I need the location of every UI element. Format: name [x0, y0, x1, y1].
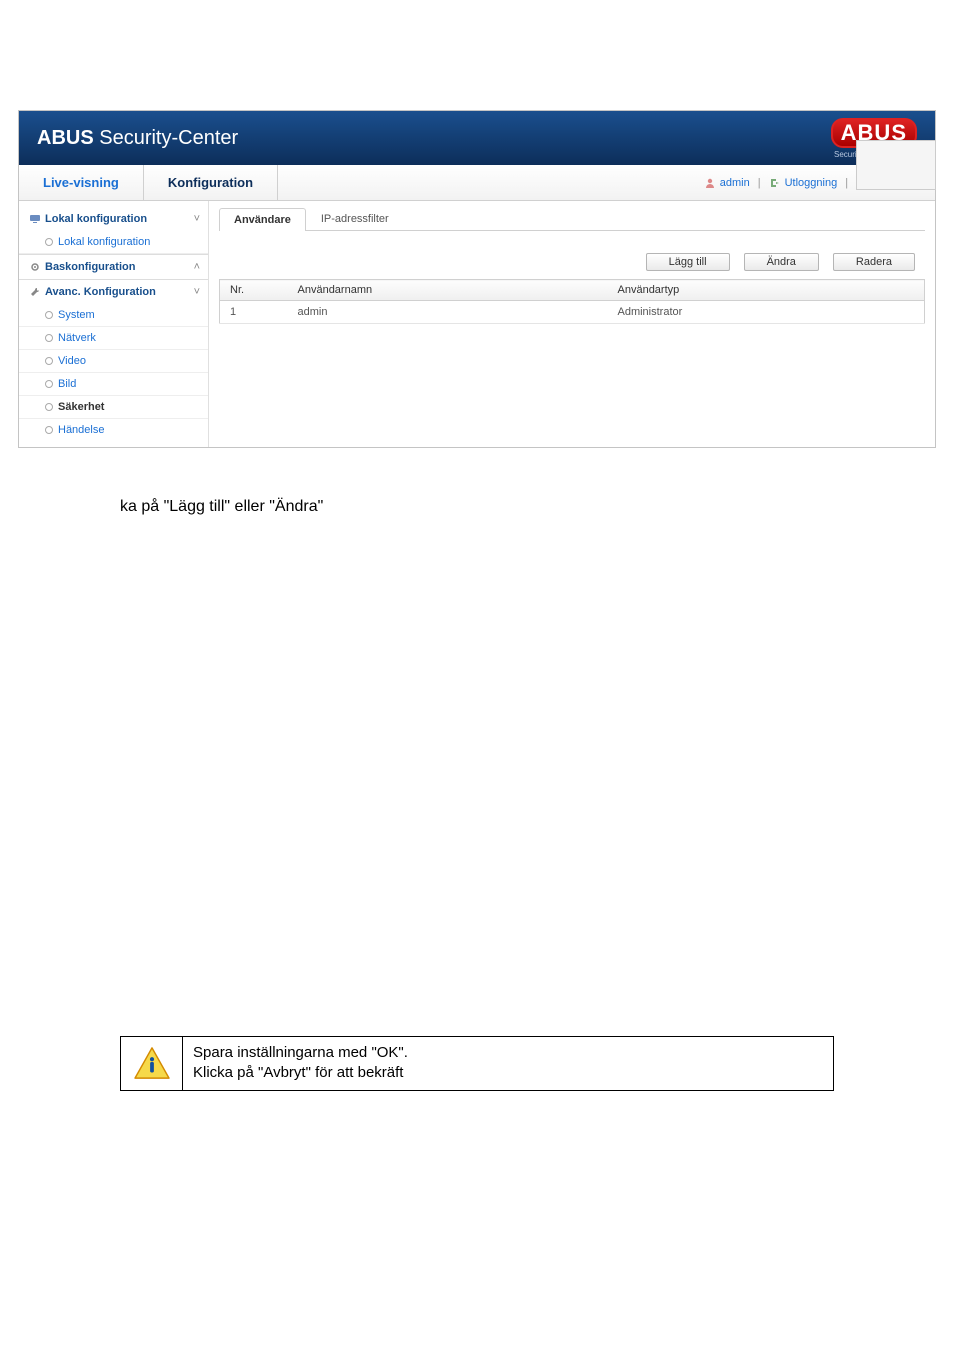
radio-icon	[45, 403, 53, 411]
sidebar-item-label: Bild	[58, 378, 76, 390]
radio-icon	[45, 426, 53, 434]
sidebar-item-label: Säkerhet	[58, 401, 104, 413]
col-header-type: Användartyp	[608, 280, 925, 301]
user-name-link[interactable]: admin	[720, 177, 750, 189]
sidebar-item-label: Lokal konfiguration	[58, 236, 150, 248]
side-group-base-title: Baskonfiguration	[45, 261, 135, 273]
info-box-icon-cell	[121, 1037, 183, 1090]
nav-bar: Live-visning Konfiguration admin | Utlog…	[19, 165, 935, 201]
side-group-local-header[interactable]: Lokal konfiguration ˅	[19, 207, 208, 231]
side-group-advanced-title: Avanc. Konfiguration	[45, 286, 156, 298]
top-right-placeholder	[856, 140, 936, 190]
sidebar-item-video[interactable]: Video	[19, 350, 208, 373]
info-box-text: Spara inställningarna med "OK". Klicka p…	[183, 1037, 418, 1090]
radio-icon	[45, 238, 53, 246]
gear-icon	[29, 261, 41, 273]
nav-tabs: Live-visning Konfiguration	[19, 165, 278, 200]
inner-tab-ip-adressfilter[interactable]: IP-adressfilter	[306, 207, 404, 230]
col-header-nr: Nr.	[220, 280, 288, 301]
table-header-row: Nr. Användarnamn Användartyp	[220, 280, 925, 301]
sidebar-item-label: System	[58, 309, 95, 321]
main-panel: Användare IP-adressfilter Lägg till Ändr…	[209, 201, 935, 447]
app-shell: ABUS Security-Center ABUS Security Tech …	[18, 110, 936, 448]
side-group-advanced: Avanc. Konfiguration ˅ System Nätverk	[19, 280, 208, 441]
user-table: Nr. Användarnamn Användartyp 1 admin Adm…	[219, 279, 925, 324]
table-row[interactable]: 1 admin Administrator	[220, 301, 925, 324]
side-group-local-title: Lokal konfiguration	[45, 213, 147, 225]
action-buttons: Lägg till Ändra Radera	[219, 253, 925, 271]
warning-icon	[133, 1046, 171, 1080]
wrench-icon	[29, 286, 41, 298]
header-title-prefix: ABUS	[37, 127, 94, 149]
info-box: Spara inställningarna med "OK". Klicka p…	[120, 1036, 834, 1091]
side-group-advanced-header[interactable]: Avanc. Konfiguration ˅	[19, 280, 208, 304]
chevron-down-icon: ˅	[194, 213, 200, 225]
chevron-down-icon: ˅	[194, 286, 200, 298]
header-title: ABUS Security-Center	[37, 127, 238, 150]
inner-tabs: Användare IP-adressfilter	[219, 207, 925, 231]
add-button[interactable]: Lägg till	[646, 253, 730, 271]
separator: |	[758, 177, 761, 189]
content-area: Lokal konfiguration ˅ Lokal konfiguratio…	[19, 201, 935, 447]
side-group-base-header[interactable]: Baskonfiguration ˄	[19, 255, 208, 279]
sidebar-item-sakerhet[interactable]: Säkerhet	[19, 396, 208, 419]
tab-konfiguration[interactable]: Konfiguration	[144, 165, 278, 200]
radio-icon	[45, 380, 53, 388]
instruction-text: ka på "Lägg till" eller "Ändra"	[120, 498, 954, 516]
cell-type: Administrator	[608, 301, 925, 324]
sidebar-item-natverk[interactable]: Nätverk	[19, 327, 208, 350]
monitor-icon	[29, 213, 41, 225]
info-box-line2: Klicka på "Avbryt" för att bekräft	[193, 1063, 408, 1083]
sidebar-item-system[interactable]: System	[19, 304, 208, 327]
tab-live-visning[interactable]: Live-visning	[19, 165, 144, 200]
side-group-local: Lokal konfiguration ˅ Lokal konfiguratio…	[19, 207, 208, 255]
sidebar-item-label: Video	[58, 355, 86, 367]
cell-nr: 1	[220, 301, 288, 324]
chevron-up-icon: ˄	[194, 261, 200, 273]
header-title-rest: Security-Center	[94, 127, 239, 149]
col-header-name: Användarnamn	[288, 280, 608, 301]
sidebar-item-label: Händelse	[58, 424, 104, 436]
sidebar-item-handelse[interactable]: Händelse	[19, 419, 208, 441]
logout-link[interactable]: Utloggning	[785, 177, 838, 189]
separator: |	[845, 177, 848, 189]
user-icon	[704, 177, 716, 189]
radio-icon	[45, 311, 53, 319]
delete-button[interactable]: Radera	[833, 253, 915, 271]
sidebar-item-bild[interactable]: Bild	[19, 373, 208, 396]
radio-icon	[45, 357, 53, 365]
edit-button[interactable]: Ändra	[744, 253, 819, 271]
sidebar: Lokal konfiguration ˅ Lokal konfiguratio…	[19, 201, 209, 447]
inner-tab-label: IP-adressfilter	[321, 213, 389, 225]
radio-icon	[45, 334, 53, 342]
logout-icon	[769, 177, 781, 189]
cell-name: admin	[288, 301, 608, 324]
tab-live-visning-label: Live-visning	[43, 175, 119, 190]
side-group-base: Baskonfiguration ˄	[19, 255, 208, 280]
tab-konfiguration-label: Konfiguration	[168, 175, 253, 190]
sidebar-item-lokal-konfiguration[interactable]: Lokal konfiguration	[19, 231, 208, 254]
inner-tab-anvandare[interactable]: Användare	[219, 208, 306, 231]
sidebar-item-label: Nätverk	[58, 332, 96, 344]
header-bar: ABUS Security-Center ABUS Security Tech …	[19, 111, 935, 165]
inner-tab-label: Användare	[234, 214, 291, 226]
info-box-line1: Spara inställningarna med "OK".	[193, 1043, 408, 1063]
